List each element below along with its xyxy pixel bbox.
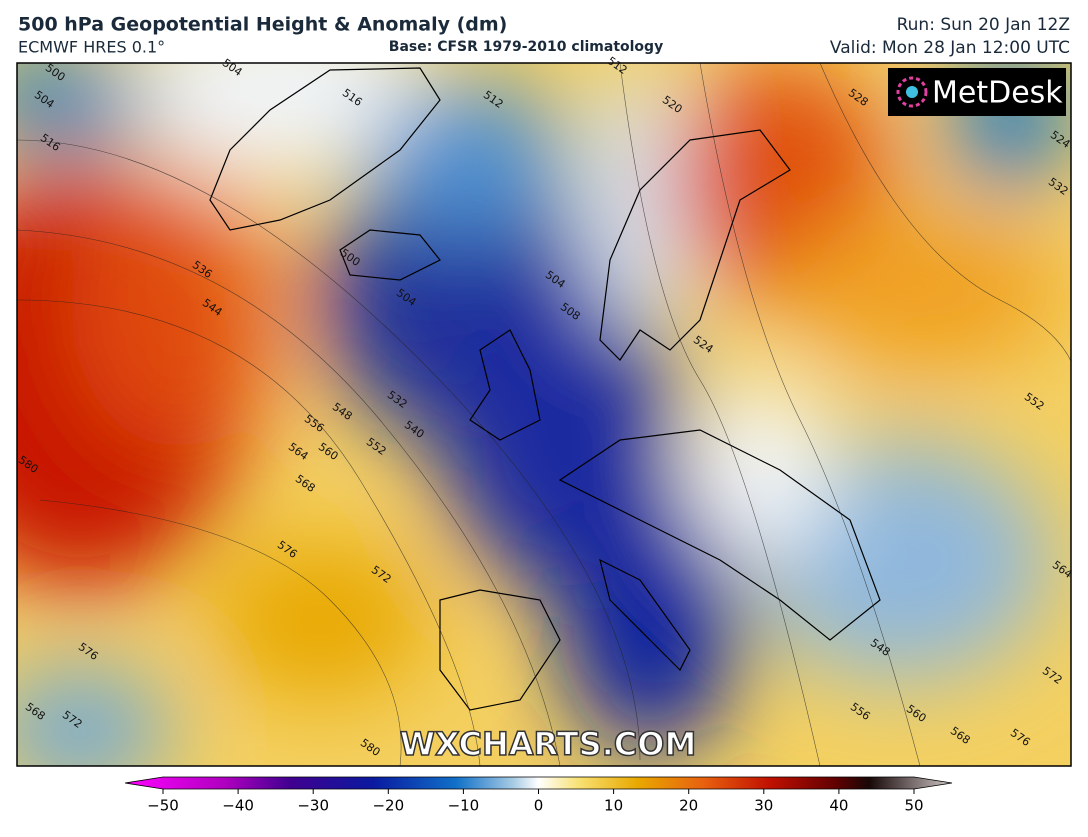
colorbar-tick-label: −50: [147, 797, 179, 815]
colorbar-tick-label: 10: [604, 797, 623, 815]
logo-icon: [896, 76, 928, 108]
colorbar-tick-label: 0: [534, 797, 544, 815]
run: Run: Sun 20 Jan 12Z: [897, 15, 1070, 35]
model: ECMWF HRES 0.1°: [18, 38, 165, 57]
title: 500 hPa Geopotential Height & Anomaly (d…: [18, 14, 507, 36]
valid: Valid: Mon 28 Jan 12:00 UTC: [830, 38, 1070, 58]
colorbar-tick-label: 20: [679, 797, 698, 815]
coastlines: [209, 67, 881, 711]
colorbar-tick-label: 30: [754, 797, 773, 815]
colorbar-tick-label: −30: [297, 797, 329, 815]
colorbar: [124, 776, 953, 790]
map-frame: [16, 62, 1072, 767]
colorbar-tick-label: −40: [222, 797, 254, 815]
map-area: [17, 63, 1071, 766]
colorbar-tick-label: 40: [829, 797, 848, 815]
colorbar-tick-label: 50: [904, 797, 923, 815]
colorbar-tick-label: −10: [448, 797, 480, 815]
watermark: WXCHARTS.COM: [400, 725, 697, 763]
logo-text: MetDesk: [932, 76, 1063, 111]
colorbar-tick-label: −20: [372, 797, 404, 815]
contour-lines: [17, 63, 1071, 766]
base: Base: CFSR 1979-2010 climatology: [389, 39, 663, 55]
